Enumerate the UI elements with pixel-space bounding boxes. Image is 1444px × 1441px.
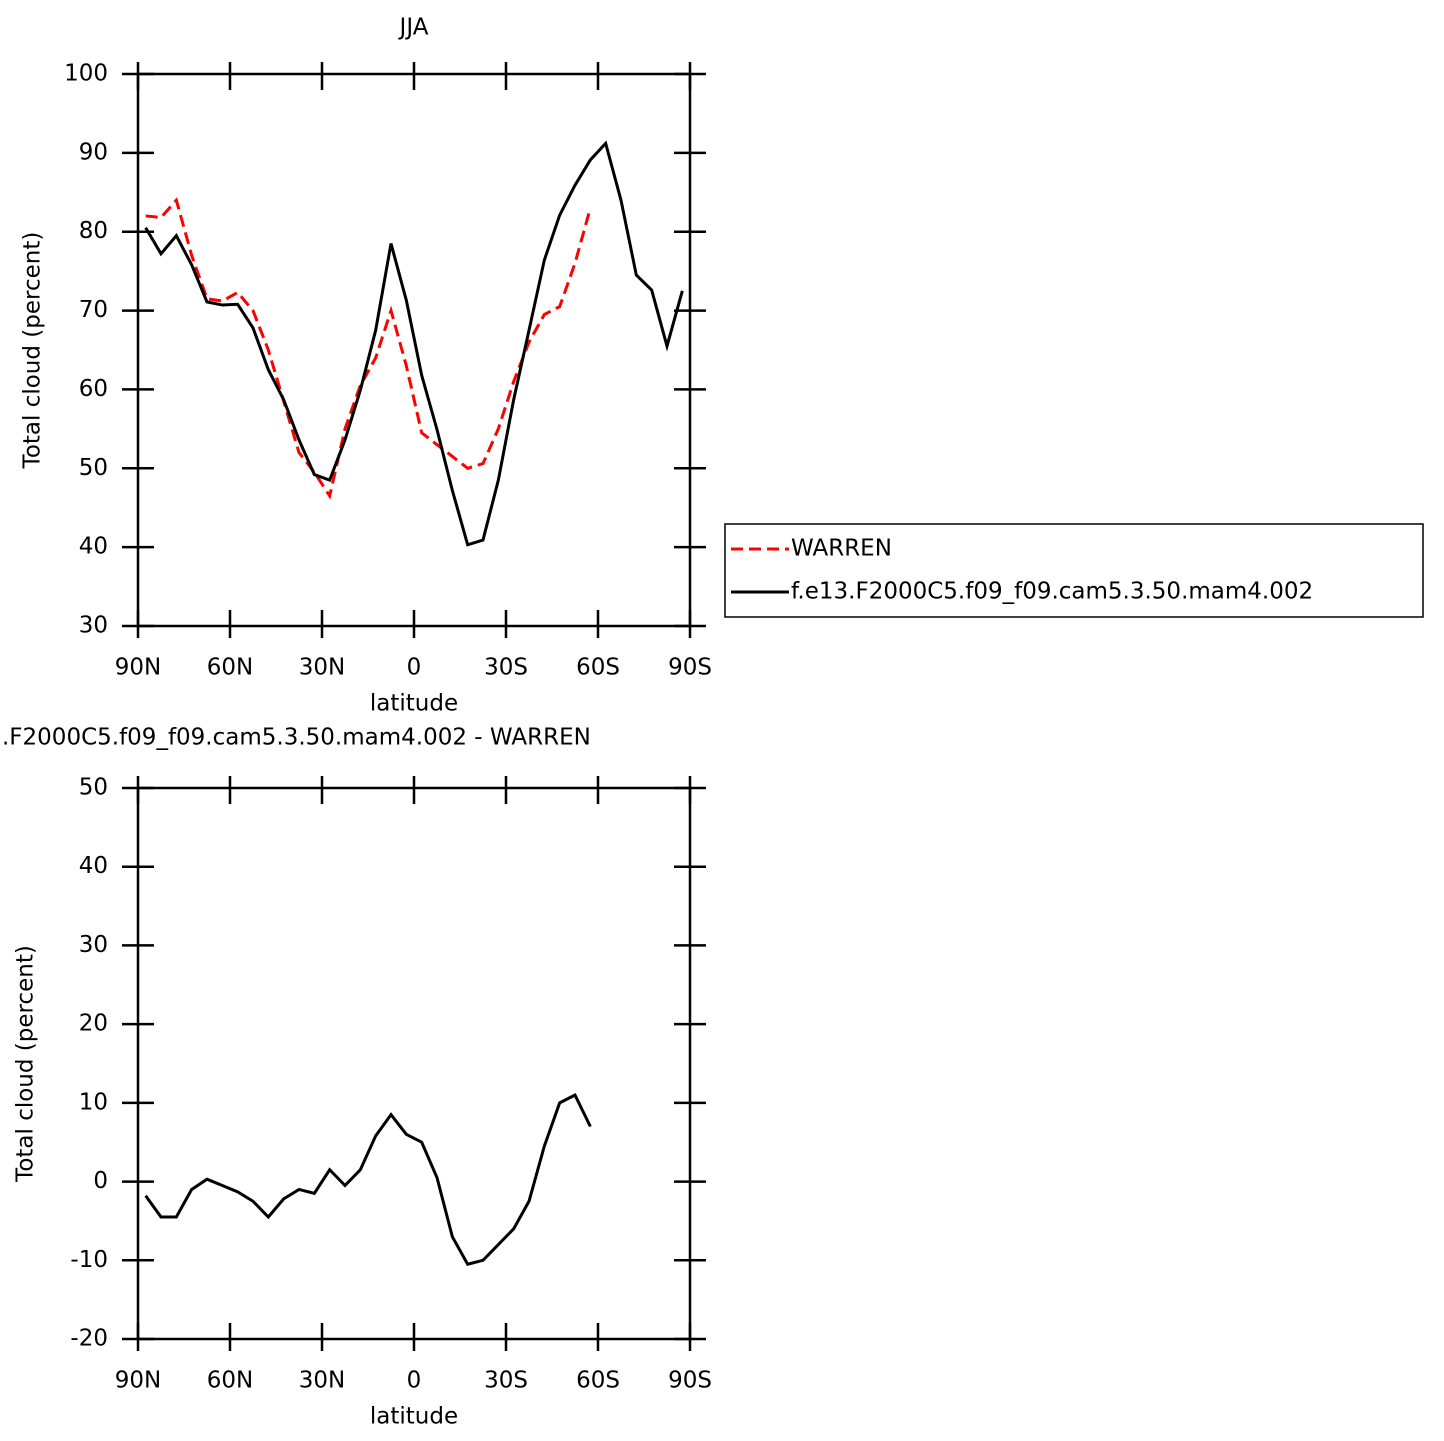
- x-axis-label: latitude: [370, 1404, 458, 1430]
- x-tick-label: 30S: [484, 1368, 528, 1394]
- series-line: [145, 197, 592, 500]
- y-axis-label: Total cloud (percent): [13, 945, 39, 1183]
- y-tick-label: 10: [79, 1089, 108, 1115]
- x-tick-label: 0: [407, 655, 422, 681]
- x-tick-label: 60N: [207, 1368, 253, 1394]
- y-tick-label: 90: [79, 139, 108, 165]
- x-tick-label: 30S: [484, 655, 528, 681]
- y-tick-label: 50: [79, 775, 108, 801]
- chart-title: JJA: [398, 15, 429, 41]
- series-line: [144, 140, 684, 547]
- y-tick-label: 70: [79, 297, 108, 323]
- x-tick-label: 90S: [668, 1368, 712, 1394]
- plot-frame: [136, 72, 692, 628]
- y-tick-label: 40: [79, 853, 108, 879]
- y-tick-label: 0: [93, 1168, 108, 1194]
- legend-box: [724, 523, 1424, 618]
- x-tick-label: 0: [407, 1368, 422, 1394]
- x-axis-label: latitude: [370, 691, 458, 717]
- y-tick-label: -20: [70, 1326, 108, 1352]
- legend-label: WARREN: [791, 536, 892, 562]
- x-tick-label: 90N: [115, 655, 161, 681]
- x-tick-label: 90S: [668, 655, 712, 681]
- legend-label: f.e13.F2000C5.f09_f09.cam5.3.50.mam4.002: [791, 579, 1313, 605]
- x-tick-label: 30N: [299, 655, 345, 681]
- y-tick-label: 20: [79, 1011, 108, 1037]
- y-tick-label: 30: [79, 932, 108, 958]
- y-axis-label: Total cloud (percent): [20, 232, 46, 470]
- y-tick-label: 30: [79, 613, 108, 639]
- y-tick-label: 40: [79, 534, 108, 560]
- x-tick-label: 60S: [576, 1368, 620, 1394]
- plot-frame: [136, 786, 692, 1341]
- x-tick-label: 60N: [207, 655, 253, 681]
- y-tick-label: 80: [79, 218, 108, 244]
- x-tick-label: 90N: [115, 1368, 161, 1394]
- series-line: [144, 1092, 592, 1266]
- y-tick-label: -10: [70, 1247, 108, 1273]
- x-tick-label: 30N: [299, 1368, 345, 1394]
- y-tick-label: 50: [79, 455, 108, 481]
- chart-title: .F2000C5.f09_f09.cam5.3.50.mam4.002 - WA…: [2, 725, 591, 751]
- y-tick-label: 60: [79, 376, 108, 402]
- y-tick-label: 100: [64, 61, 108, 87]
- x-tick-label: 60S: [576, 655, 620, 681]
